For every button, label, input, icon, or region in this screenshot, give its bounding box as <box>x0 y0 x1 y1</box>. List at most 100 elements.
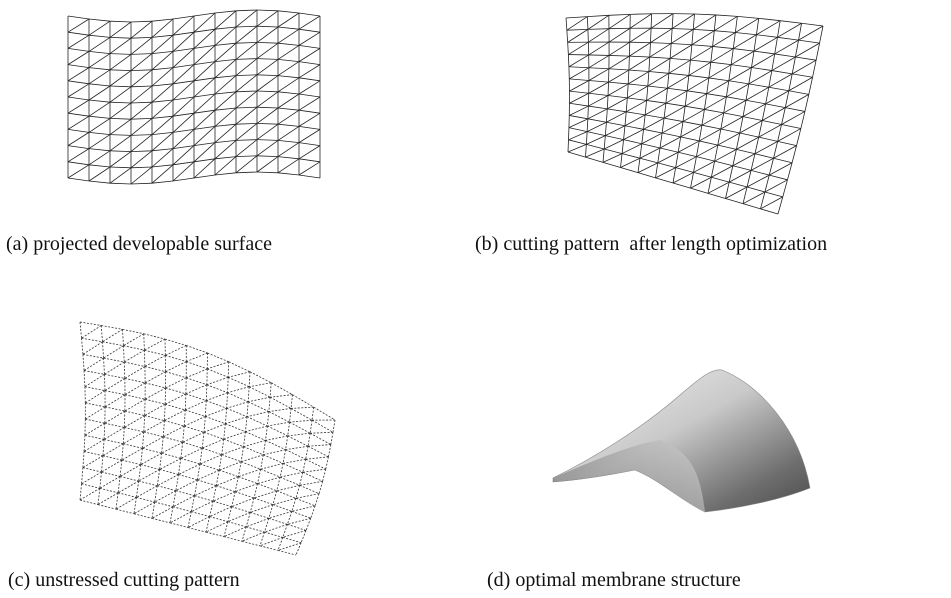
mesh-edge <box>152 35 173 37</box>
mesh-edge <box>301 530 306 542</box>
mesh-edge <box>799 40 820 43</box>
mesh-edge <box>197 470 219 480</box>
mesh-edge <box>261 455 264 469</box>
mesh-edge <box>232 498 254 507</box>
mesh-edge <box>673 172 693 183</box>
mesh-edge <box>104 358 105 374</box>
mesh-edge <box>629 43 650 56</box>
mesh-edge <box>68 68 89 81</box>
mesh-edge <box>746 87 769 100</box>
mesh-edge <box>690 60 710 62</box>
mesh-edge <box>191 512 209 517</box>
mesh-edge <box>751 67 771 70</box>
mesh-edge <box>299 65 320 78</box>
mesh-edge <box>669 60 691 73</box>
mesh-edge <box>713 46 734 48</box>
mesh-edge <box>587 132 605 136</box>
mesh-edge <box>142 448 161 453</box>
mesh-edge <box>200 455 222 464</box>
mesh-edge <box>244 447 264 455</box>
mesh-edge <box>68 100 89 113</box>
mesh-edge <box>651 14 652 28</box>
mesh-edge <box>716 15 737 16</box>
mesh-edge <box>82 326 102 339</box>
mesh-edge <box>236 42 257 59</box>
mesh-edge <box>587 122 606 131</box>
mesh-edge <box>735 18 758 32</box>
mesh-edge <box>241 447 243 462</box>
mesh-edge <box>630 14 651 15</box>
mesh-edge <box>759 124 782 137</box>
mesh-edge <box>609 56 630 69</box>
mesh-edge <box>248 402 269 412</box>
mesh-edge <box>789 74 792 91</box>
mesh-edge <box>152 100 173 102</box>
mesh-edge <box>236 123 257 140</box>
mesh-edge <box>210 501 213 516</box>
mesh-edge <box>566 17 587 18</box>
mesh-edge <box>122 444 123 460</box>
mesh-edge <box>260 537 283 545</box>
mesh-edge <box>568 42 588 54</box>
mesh-edge <box>795 57 816 60</box>
mesh-edge <box>258 484 277 491</box>
mesh-edge <box>769 158 773 175</box>
mesh-edge <box>100 476 120 488</box>
mesh-edge <box>707 94 727 97</box>
mesh-edge <box>263 440 265 454</box>
mesh-edge <box>735 32 756 34</box>
mesh-edge <box>120 465 141 477</box>
mesh-edge <box>270 383 271 397</box>
mesh-edge <box>267 412 268 426</box>
mesh-edge <box>105 407 125 411</box>
mesh-edge <box>278 140 299 142</box>
mesh-edge <box>236 10 257 11</box>
mesh-edge <box>331 432 333 444</box>
mesh-edge <box>608 84 628 96</box>
mesh-edge <box>225 417 247 424</box>
mesh-edge <box>139 469 160 481</box>
mesh-edge <box>152 19 173 21</box>
mesh-edge <box>314 407 335 420</box>
mesh-edge <box>733 49 754 52</box>
mesh-edge <box>184 410 185 426</box>
mesh-edge <box>152 132 173 150</box>
mesh-edge <box>691 172 694 188</box>
mesh-edge <box>624 140 642 144</box>
mesh-edge <box>660 133 662 148</box>
mesh-edge <box>278 78 299 92</box>
mesh-edge <box>667 75 688 88</box>
mesh-edge <box>299 45 320 48</box>
mesh-edge <box>157 475 178 486</box>
mesh-edge <box>264 518 268 532</box>
mesh-edge <box>68 81 89 84</box>
mesh-edge <box>715 161 733 166</box>
mesh-edge <box>163 437 182 442</box>
mesh-edge <box>645 115 664 118</box>
mesh-edge <box>68 19 89 32</box>
mesh-edge <box>676 157 697 168</box>
mesh-edge <box>224 439 244 447</box>
mesh-edge <box>152 149 173 151</box>
mesh-edge <box>569 128 587 132</box>
mesh-edge <box>569 93 588 103</box>
mesh-edge <box>202 439 224 448</box>
mesh-edge <box>726 199 744 204</box>
mesh-edge <box>777 23 801 37</box>
mesh-edge <box>629 70 649 71</box>
mesh-edge <box>85 423 105 435</box>
mesh-edge <box>569 79 589 81</box>
mesh-edge <box>163 421 164 437</box>
mesh-edge <box>662 133 681 137</box>
mesh-edge <box>605 136 623 140</box>
mesh-edge <box>656 178 674 183</box>
mesh-edge <box>260 546 278 551</box>
mesh-edge <box>98 493 118 505</box>
mesh-edge <box>638 173 656 178</box>
mesh-edge <box>277 477 280 491</box>
mesh-edge <box>323 469 326 481</box>
mesh-edge <box>713 32 736 46</box>
mesh-edge <box>765 192 783 197</box>
mesh-edge <box>269 408 291 411</box>
mesh-edge <box>713 31 715 47</box>
